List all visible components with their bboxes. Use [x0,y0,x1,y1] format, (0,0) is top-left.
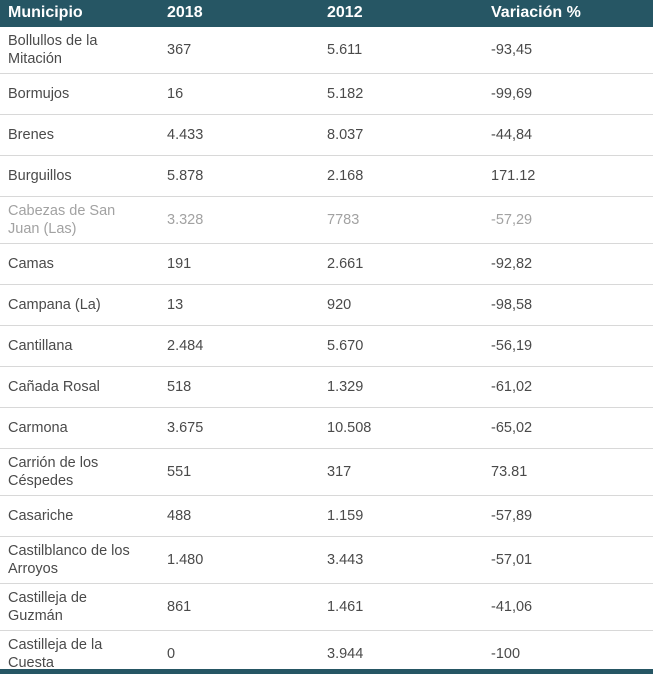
cell-variacion: -99,69 [491,73,653,115]
cell-y2012: 3.443 [327,536,491,584]
cell-variacion: -100 [491,646,521,662]
cell-y2018: 13 [167,284,327,326]
cell-municipio: Casariche [0,495,167,537]
table-row: Bollullos de la Mitación 367 5.611 -93,45 [0,27,653,74]
cell-municipio: Campana (La) [0,284,167,326]
table-row: Carmona 3.675 10.508 -65,02 [0,407,653,449]
cell-y2018: 191 [167,243,327,285]
table-body: Bollullos de la Mitación 367 5.611 -93,45 Bo… [0,27,653,674]
table-header: Municipio 2018 2012 Variación % [0,0,653,27]
cell-municipio: Castilblanco de los Arroyos [0,536,167,584]
cell-y2012: 5.611 [327,27,491,74]
cell-y2018: 861 [167,583,327,631]
cell-y2018: 3.675 [167,407,327,449]
cell-y2012: 1.329 [327,366,491,408]
cell-y2012: 5.182 [327,73,491,115]
cell-y2012: 5.670 [327,325,491,367]
table-row: Burguillos 5.878 2.168 171.12 [0,155,653,197]
cell-y2018: 4.433 [167,114,327,156]
cell-variacion: -57,01 [491,536,653,584]
cell-municipio: Castilleja de la Cuesta [8,637,103,671]
column-header-2018: 2018 [167,0,327,27]
table-row: Casariche 488 1.159 -57,89 [0,495,653,537]
column-header-municipio: Municipio [0,0,167,27]
cell-variacion: -44,84 [491,114,653,156]
cell-y2018: 488 [167,495,327,537]
cell-variacion: -56,19 [491,325,653,367]
cell-municipio: Carrión de los Céspedes [0,448,167,496]
table-header-row: Municipio 2018 2012 Variación % [0,0,653,27]
cell-variacion: -98,58 [491,284,653,326]
cell-municipio: Cabezas de San Juan (Las) [0,196,167,244]
table-row: Castilblanco de los Arroyos 1.480 3.443 -57… [0,536,653,584]
cell-y2018: 16 [167,73,327,115]
cell-municipio: Cantillana [0,325,167,367]
cell-variacion: -65,02 [491,407,653,449]
table-row: Campana (La) 13 920 -98,58 [0,284,653,326]
cell-y2018: 1.480 [167,536,327,584]
cell-y2018: 2.484 [167,325,327,367]
cell-y2012: 8.037 [327,114,491,156]
cell-y2012: 1.159 [327,495,491,537]
cell-y2012: 10.508 [327,407,491,449]
cell-municipio: Brenes [0,114,167,156]
table-row: Brenes 4.433 8.037 -44,84 [0,114,653,156]
cell-variacion: -61,02 [491,366,653,408]
cell-variacion: -57,29 [491,196,653,244]
table-bottom-bar [0,669,653,674]
column-header-variacion: Variación % [491,0,653,27]
cell-y2012: 2.168 [327,155,491,197]
table-row: Cañada Rosal 518 1.329 -61,02 [0,366,653,408]
cell-y2012: 7783 [327,196,491,244]
cell-municipio: Burguillos [0,155,167,197]
cell-variacion: -41,06 [491,583,653,631]
cell-y2018: 518 [167,366,327,408]
table-row: Castilleja de Guzmán 861 1.461 -41,06 [0,583,653,631]
table-row: Carrión de los Céspedes 551 317 73.81 [0,448,653,496]
cell-y2018: 551 [167,448,327,496]
cell-variacion: 73.81 [491,448,653,496]
table-row: Cabezas de San Juan (Las) 3.328 7783 -57,29 [0,196,653,244]
cell-y2018: 3.328 [167,196,327,244]
cell-y2012: 3.944 [327,646,364,662]
cell-variacion: -57,89 [491,495,653,537]
cell-y2012: 317 [327,448,491,496]
table-row: Castilleja de la Cuesta 0 3.944 -100 [0,631,653,674]
cell-municipio: Bormujos [0,73,167,115]
cell-variacion: -92,82 [491,243,653,285]
cell-variacion: -93,45 [491,27,653,74]
cell-municipio: Cañada Rosal [0,366,167,408]
cell-y2012: 2.661 [327,243,491,285]
cell-y2012: 920 [327,284,491,326]
cell-municipio: Castilleja de Guzmán [0,583,167,631]
cell-y2018: 0 [167,646,176,662]
column-header-2012: 2012 [327,0,491,27]
cell-y2018: 5.878 [167,155,327,197]
cell-variacion: 171.12 [491,155,653,197]
table-row: Camas 191 2.661 -92,82 [0,243,653,285]
cell-municipio: Camas [0,243,167,285]
cell-municipio: Carmona [0,407,167,449]
cell-y2012: 1.461 [327,583,491,631]
cell-municipio: Bollullos de la Mitación [0,27,167,74]
table-row: Bormujos 16 5.182 -99,69 [0,73,653,115]
table-row: Cantillana 2.484 5.670 -56,19 [0,325,653,367]
cell-y2018: 367 [167,27,327,74]
